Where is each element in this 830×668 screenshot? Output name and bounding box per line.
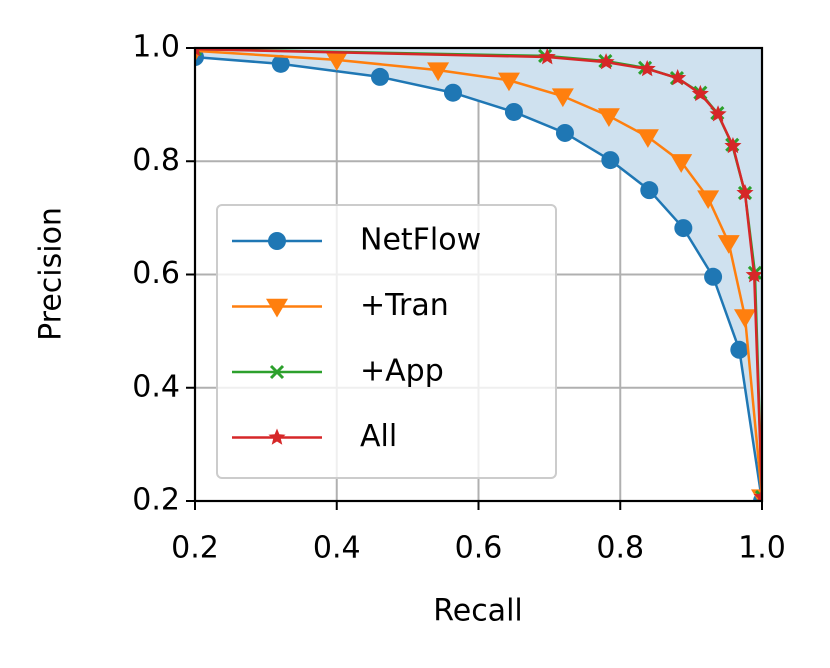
marker — [636, 129, 659, 148]
legend-marker — [269, 364, 285, 380]
legend-label: NetFlow — [360, 223, 481, 258]
marker — [733, 309, 756, 328]
marker — [704, 267, 723, 286]
legend-marker — [266, 298, 288, 318]
y-tick-label: 0.8 — [132, 143, 180, 178]
marker — [538, 48, 556, 65]
marker — [697, 190, 720, 210]
legend-label: +App — [360, 354, 444, 389]
legend-marker — [268, 428, 286, 445]
marker — [730, 340, 749, 359]
x-tick-label: 0.8 — [596, 531, 644, 566]
marker — [717, 235, 740, 254]
marker — [753, 488, 762, 501]
y-tick-label: 0.2 — [132, 483, 180, 518]
marker — [745, 266, 762, 283]
x-tick-label: 0.4 — [313, 531, 361, 566]
marker — [551, 88, 574, 108]
marker — [640, 181, 659, 200]
marker — [443, 83, 462, 102]
marker — [325, 52, 348, 71]
marker — [709, 105, 727, 122]
axes-layer: 0.2 0.4 0.6 0.8 1.0 0.2 0.4 0.6 0.8 1.0 — [132, 30, 786, 566]
marker — [638, 59, 656, 77]
legend: NetFlow +Tran +App All — [216, 204, 557, 479]
fill-area — [195, 48, 762, 501]
marker — [195, 48, 202, 57]
x-tick-label: 0.2 — [171, 531, 219, 566]
marker — [427, 62, 450, 82]
marker — [497, 72, 520, 92]
plot-layer — [195, 48, 762, 501]
marker — [674, 219, 693, 238]
marker — [370, 67, 389, 86]
x-tick-label: 0.6 — [455, 531, 503, 566]
marker — [597, 53, 615, 70]
x-tick-label: 1.0 — [738, 531, 786, 566]
marker — [597, 108, 620, 127]
marker — [724, 136, 742, 154]
marker — [271, 54, 290, 73]
marker — [670, 154, 693, 173]
series-line — [195, 49, 762, 498]
marker — [754, 489, 762, 501]
y-tick-label: 0.4 — [132, 369, 180, 404]
marker — [555, 123, 574, 142]
x-axis-label: Recall — [433, 594, 523, 629]
y-tick-label: 0.6 — [132, 256, 180, 291]
marker — [504, 102, 523, 121]
series-line — [195, 55, 762, 501]
marker — [691, 84, 709, 102]
marker — [736, 183, 754, 201]
y-tick-label: 1.0 — [132, 30, 180, 65]
marker — [669, 69, 687, 86]
legend-frame — [216, 204, 557, 479]
legend-label: +Tran — [360, 288, 449, 323]
y-axis-label: Precision — [34, 207, 69, 341]
marker — [601, 151, 620, 170]
legend-marker — [268, 232, 286, 250]
legend-label: All — [360, 419, 397, 454]
